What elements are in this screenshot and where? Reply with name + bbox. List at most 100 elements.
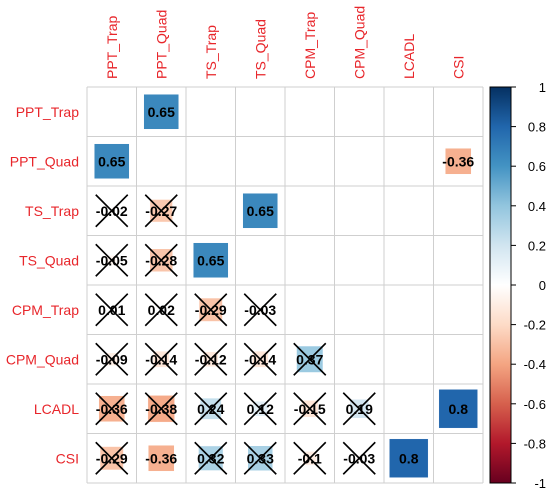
- row-label: PPT_Quad: [10, 153, 79, 169]
- matrix-cell: 0.01: [95, 293, 129, 327]
- matrix-cell: 0.02: [144, 293, 178, 327]
- column-label: LCADL: [401, 34, 417, 79]
- cross-mark: [95, 194, 129, 228]
- colorbar-tick-label: -0.4: [524, 357, 546, 372]
- matrix-cell: -0.03: [342, 441, 376, 475]
- matrix-cell: 0.12: [243, 392, 277, 426]
- column-label: TS_Quad: [252, 19, 268, 79]
- cell-value-label: -0.03: [244, 302, 276, 318]
- cell-value-label: -0.09: [96, 351, 128, 367]
- cell-value-label: -0.27: [145, 203, 177, 219]
- cross-mark: [243, 392, 277, 426]
- cell-square: [147, 444, 175, 472]
- matrix-cell: -0.36: [95, 392, 129, 426]
- cross-mark: [144, 342, 178, 376]
- cell-value-label: -0.14: [244, 351, 276, 367]
- column-label: CPM_Trap: [302, 12, 318, 79]
- row-label: CSI: [56, 450, 79, 466]
- cell-value-label: -0.29: [96, 450, 128, 466]
- cross-mark: [194, 441, 228, 475]
- matrix-cell: 0.8: [389, 438, 429, 478]
- cross-mark: [342, 392, 376, 426]
- matrix-cell: 0.65: [192, 242, 229, 279]
- matrix-cells: 0.65 0.65 -0.36 -0.02 -0.27 0.65 -0.05 -0.28 0.6…: [93, 93, 478, 478]
- cell-value-label: -0.36: [442, 153, 474, 169]
- colorbar-tick-label: 0.4: [528, 199, 546, 214]
- matrix-cell: -0.02: [95, 194, 129, 228]
- cell-square: [143, 93, 180, 130]
- cell-value-label: 0.01: [98, 302, 125, 318]
- matrix-cell: -0.14: [144, 342, 178, 376]
- colorbar-tick-label: 0.6: [528, 159, 546, 174]
- matrix-cell: 0.32: [194, 441, 228, 475]
- column-label: CPM_Quad: [351, 6, 367, 79]
- cross-mark: [95, 243, 129, 277]
- cross-mark: [144, 243, 178, 277]
- matrix-cell: -0.27: [144, 194, 178, 228]
- cell-square: [438, 389, 478, 429]
- row-label: LCADL: [34, 401, 79, 417]
- cell-value-label: -0.02: [96, 203, 128, 219]
- matrix-cell: -0.28: [144, 243, 178, 277]
- matrix-cell: -0.05: [95, 243, 129, 277]
- cross-mark: [293, 342, 327, 376]
- matrix-cell: 0.65: [242, 192, 279, 229]
- cell-square: [93, 143, 130, 180]
- cell-square: [389, 438, 429, 478]
- row-label: CPM_Trap: [12, 302, 79, 318]
- axis-labels: PPT_Trap PPT_Quad TS_Trap TS_Quad CPM_Trap CP…: [6, 6, 466, 466]
- cell-value-label: 0.65: [247, 203, 274, 219]
- cross-mark: [293, 441, 327, 475]
- cell-value-label: -0.36: [145, 450, 177, 466]
- matrix-cell: -0.14: [243, 342, 277, 376]
- cross-mark: [194, 342, 228, 376]
- row-label: TS_Quad: [19, 252, 79, 268]
- column-label: TS_Trap: [203, 25, 219, 79]
- colorbar-tick-label: 1: [539, 80, 546, 95]
- colorbar-tick-label: -1: [534, 476, 546, 491]
- cross-mark: [144, 194, 178, 228]
- colorbar-tick-label: 0.8: [528, 120, 546, 135]
- matrix-cell: -0.29: [194, 293, 228, 327]
- cross-mark: [144, 293, 178, 327]
- cell-value-label: -0.1: [298, 450, 322, 466]
- cross-mark: [243, 293, 277, 327]
- column-label: CSI: [450, 56, 466, 79]
- cell-value-label: -0.15: [294, 401, 326, 417]
- cross-mark: [293, 392, 327, 426]
- matrix-cell: -0.03: [243, 293, 277, 327]
- column-label: PPT_Quad: [153, 10, 169, 79]
- matrix-cell: -0.36: [145, 444, 177, 472]
- cross-mark: [243, 342, 277, 376]
- cell-value-label: 0.24: [197, 401, 224, 417]
- cell-value-label: 0.8: [449, 401, 469, 417]
- matrix-cell: -0.38: [144, 392, 178, 426]
- matrix-cell: -0.1: [293, 441, 327, 475]
- matrix-cell: -0.29: [95, 441, 129, 475]
- cell-value-label: 0.33: [247, 450, 274, 466]
- colorbar-tick-label: -0.6: [524, 397, 546, 412]
- cell-square: [242, 192, 279, 229]
- matrix-cell: 0.8: [438, 389, 478, 429]
- matrix-cell: 0.65: [143, 93, 180, 130]
- cross-mark: [144, 392, 178, 426]
- cross-mark: [194, 293, 228, 327]
- cell-value-label: -0.03: [343, 450, 375, 466]
- cell-value-label: 0.19: [346, 401, 373, 417]
- colorbar: 1 0.8 0.6 0.4 0.2 0 -0.2 -0.4 -0.6 -0.8 -1: [489, 80, 546, 491]
- cell-value-label: -0.28: [145, 252, 177, 268]
- cell-value-label: 0.65: [197, 252, 224, 268]
- cell-value-label: -0.12: [195, 351, 227, 367]
- colorbar-tick-label: -0.2: [524, 318, 546, 333]
- cross-mark: [194, 392, 228, 426]
- cell-value-label: -0.14: [145, 351, 177, 367]
- cross-mark: [95, 441, 129, 475]
- cross-mark: [243, 441, 277, 475]
- cross-mark: [95, 392, 129, 426]
- cell-value-label: -0.05: [96, 252, 128, 268]
- cell-square: [444, 147, 472, 175]
- matrix-cell: -0.12: [194, 342, 228, 376]
- matrix-cell: 0.37: [293, 342, 327, 376]
- matrix-grid: [86, 86, 484, 484]
